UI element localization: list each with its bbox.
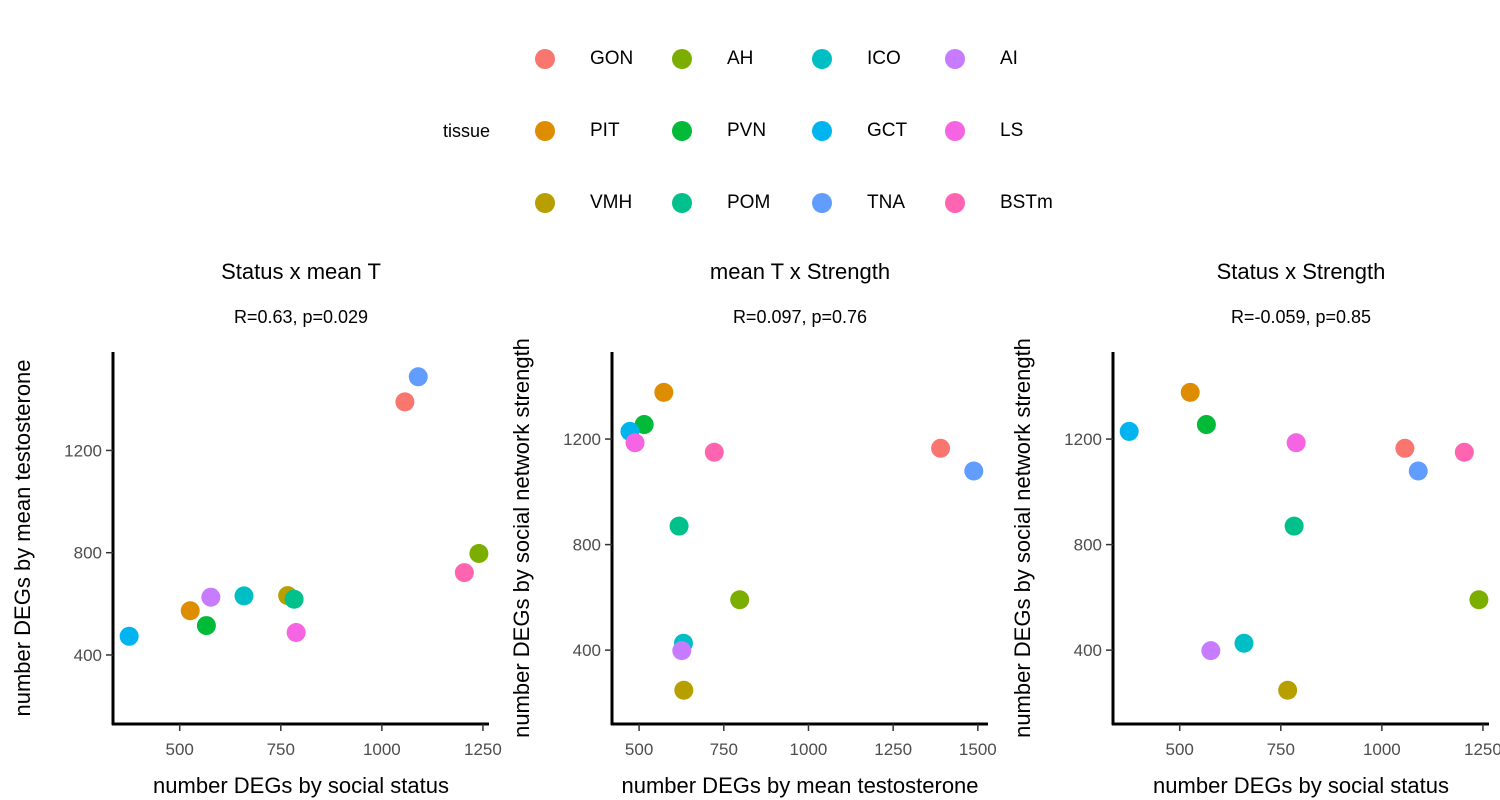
panel-1: Status x mean T R=0.63, p=0.029 500 750 1000… bbox=[10, 259, 502, 798]
point-ah bbox=[469, 543, 489, 563]
point-tna bbox=[408, 367, 428, 387]
y-tick-label: 800 bbox=[74, 544, 102, 563]
legend-label: TNA bbox=[867, 192, 905, 213]
x-tick-label: 750 bbox=[1267, 740, 1295, 759]
legend-label: AH bbox=[727, 48, 754, 69]
legend-swatch bbox=[812, 121, 832, 141]
y-tick-label: 1200 bbox=[64, 441, 102, 460]
point-bstm bbox=[454, 563, 474, 583]
x-tick-label: 500 bbox=[625, 740, 653, 759]
point-bstm bbox=[704, 442, 724, 462]
legend-label: AI bbox=[1000, 48, 1018, 69]
legend-label: ICO bbox=[867, 48, 901, 69]
point-ah bbox=[730, 590, 750, 610]
point-ls bbox=[1286, 433, 1306, 453]
point-pvn bbox=[1196, 415, 1216, 435]
point-pom bbox=[669, 516, 689, 536]
y-tick-label: 400 bbox=[74, 646, 102, 665]
point-pom bbox=[284, 589, 304, 609]
legend-title: tissue bbox=[443, 121, 491, 141]
legend-label: PVN bbox=[727, 120, 767, 141]
x-tick-label: 1250 bbox=[1464, 740, 1500, 759]
point-tna bbox=[1408, 461, 1428, 481]
legend-swatch bbox=[945, 49, 965, 69]
legend-label: POM bbox=[727, 192, 771, 213]
point-ls bbox=[625, 433, 645, 453]
y-tick-label: 1200 bbox=[1064, 430, 1102, 449]
point-gon bbox=[395, 392, 415, 412]
point-pit bbox=[180, 601, 200, 621]
x-tick-label: 1250 bbox=[874, 740, 912, 759]
legend-swatch bbox=[672, 121, 692, 141]
x-axis-label: number DEGs by social status bbox=[153, 773, 449, 798]
legend-swatch bbox=[812, 49, 832, 69]
panel-title: Status x mean T bbox=[221, 259, 381, 284]
legend-label: GCT bbox=[867, 120, 908, 141]
panel-title: mean T x Strength bbox=[710, 259, 890, 284]
x-tick-label: 750 bbox=[710, 740, 738, 759]
y-tick-label: 400 bbox=[1074, 641, 1102, 660]
point-pit bbox=[654, 382, 674, 402]
point-pvn bbox=[634, 415, 654, 435]
point-tna bbox=[964, 461, 984, 481]
legend-swatch bbox=[945, 193, 965, 213]
legend-swatch bbox=[945, 121, 965, 141]
x-tick-label: 750 bbox=[267, 740, 295, 759]
legend-swatch bbox=[672, 49, 692, 69]
point-ai bbox=[1201, 641, 1221, 661]
panel-subtitle: R=-0.059, p=0.85 bbox=[1231, 307, 1371, 327]
x-tick-label: 1000 bbox=[1363, 740, 1401, 759]
panel-subtitle: R=0.097, p=0.76 bbox=[733, 307, 867, 327]
legend: tissue GON AH ICO AI PIT PVN GCT LS VMH POM TNA BST… bbox=[0, 0, 1500, 240]
x-tick-label: 1250 bbox=[464, 740, 502, 759]
legend-swatch bbox=[672, 193, 692, 213]
y-axis-label: number DEGs by social network strength bbox=[509, 338, 534, 738]
x-tick-label: 1500 bbox=[959, 740, 997, 759]
legend-label: LS bbox=[1000, 120, 1024, 141]
point-ico bbox=[234, 586, 254, 606]
x-tick-label: 500 bbox=[1166, 740, 1194, 759]
point-pom bbox=[1284, 516, 1304, 536]
point-pvn bbox=[196, 616, 216, 636]
legend-label: PIT bbox=[590, 120, 620, 141]
point-gon bbox=[931, 438, 951, 458]
legend-label: GON bbox=[590, 48, 634, 69]
x-tick-label: 1000 bbox=[790, 740, 828, 759]
point-ai bbox=[672, 641, 692, 661]
x-tick-label: 1000 bbox=[363, 740, 401, 759]
x-axis-label: number DEGs by mean testosterone bbox=[621, 773, 978, 798]
legend-label: VMH bbox=[590, 192, 633, 213]
point-gon bbox=[1395, 438, 1415, 458]
point-gct bbox=[1119, 421, 1139, 441]
point-ai bbox=[201, 587, 221, 607]
legend-swatch bbox=[812, 193, 832, 213]
legend-swatch bbox=[535, 193, 555, 213]
panel-3: Status x Strength R=-0.059, p=0.85 500 750 1… bbox=[1010, 259, 1500, 798]
x-axis-label: number DEGs by social status bbox=[1153, 773, 1449, 798]
point-pit bbox=[1180, 382, 1200, 402]
x-tick-label: 500 bbox=[166, 740, 194, 759]
point-ico bbox=[1234, 633, 1254, 653]
panel-subtitle: R=0.63, p=0.029 bbox=[234, 307, 368, 327]
y-tick-label: 800 bbox=[573, 536, 601, 555]
legend-swatch bbox=[535, 49, 555, 69]
point-ah bbox=[1469, 590, 1489, 610]
y-axis-label: number DEGs by social network strength bbox=[1010, 338, 1035, 738]
point-vmh bbox=[1278, 680, 1298, 700]
point-gct bbox=[119, 626, 139, 646]
y-axis-label: number DEGs by mean testosterone bbox=[10, 359, 35, 716]
point-bstm bbox=[1454, 442, 1474, 462]
legend-label: BSTm bbox=[1000, 192, 1053, 213]
point-ls bbox=[286, 622, 306, 642]
panel-2: mean T x Strength R=0.097, p=0.76 500 750 10… bbox=[509, 259, 997, 798]
y-tick-label: 1200 bbox=[563, 430, 601, 449]
legend-swatch bbox=[535, 121, 555, 141]
panel-title: Status x Strength bbox=[1217, 259, 1386, 284]
y-tick-label: 800 bbox=[1074, 536, 1102, 555]
y-tick-label: 400 bbox=[573, 641, 601, 660]
point-vmh bbox=[674, 680, 694, 700]
